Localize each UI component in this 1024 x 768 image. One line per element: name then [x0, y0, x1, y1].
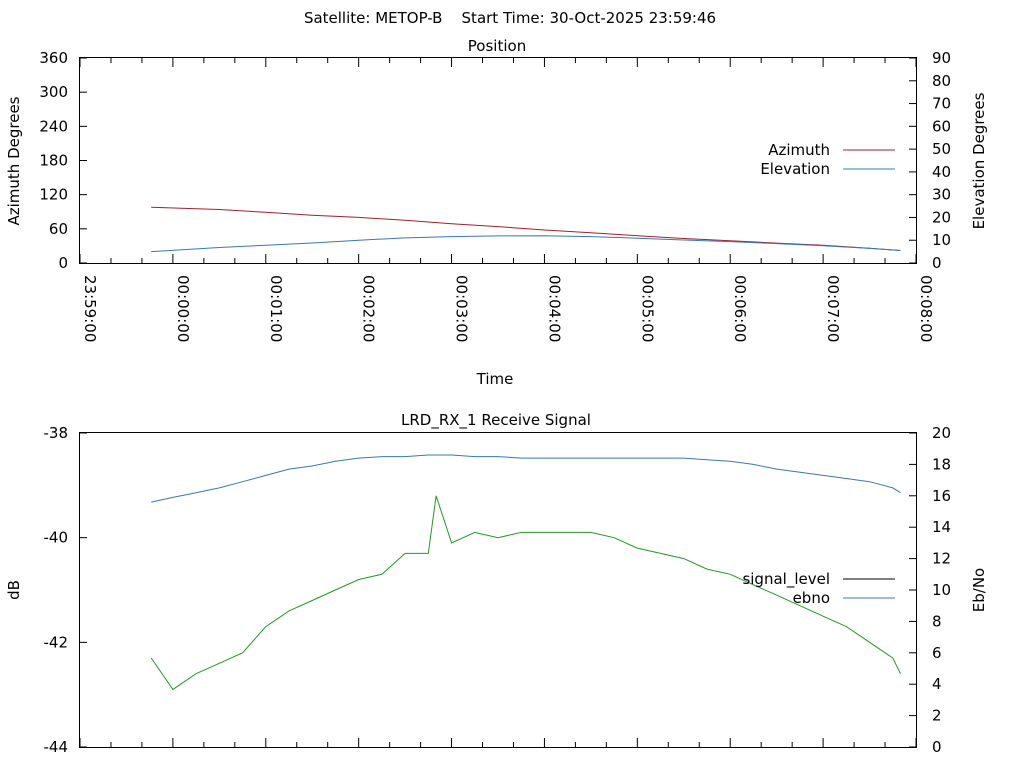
x-tick-label: 00:05:00	[638, 275, 656, 342]
signal-ebno-ticks: 0 2 4 6 8 10 12 14 16 18 20	[909, 424, 951, 756]
y2-tick-label: 80	[932, 72, 951, 90]
y-tick-label: 240	[39, 117, 68, 135]
signal-series	[150, 454, 901, 691]
y2-tick-label: 4	[932, 675, 942, 693]
y2-tick-label: 18	[932, 455, 951, 473]
position-xlabel: Time	[476, 370, 514, 388]
signal-y2label: Eb/No	[970, 568, 988, 612]
x-tick-label: 00:08:00	[917, 275, 935, 342]
page-title: Satellite: METOP-B Start Time: 30-Oct-20…	[304, 9, 716, 27]
y2-tick-label: 2	[932, 707, 942, 725]
x-tick-label: 00:02:00	[360, 275, 378, 342]
x-tick-label: 00:06:00	[731, 275, 749, 342]
y-tick-label: -38	[44, 424, 69, 442]
x-tick-label: 00:01:00	[267, 275, 285, 342]
position-y2label: Elevation Degrees	[970, 92, 988, 229]
position-series	[151, 206, 901, 253]
y2-tick-label: 8	[932, 612, 942, 630]
y2-tick-label: 16	[932, 487, 951, 505]
legend-label: signal_level	[742, 570, 830, 589]
legend-label: ebno	[793, 589, 830, 607]
y2-tick-label: 6	[932, 644, 942, 662]
y2-tick-label: 10	[932, 231, 951, 249]
position-chart-title: Position	[468, 37, 526, 55]
x-tick-label: 23:59:00	[81, 275, 99, 342]
legend-label: Azimuth	[768, 141, 830, 159]
y-tick-label: 60	[49, 220, 68, 238]
y2-tick-label: 20	[932, 424, 951, 442]
elevation-line	[151, 235, 901, 253]
y-tick-label: -44	[44, 738, 69, 756]
y2-tick-label: 12	[932, 550, 951, 568]
position-elevation-ticks: 0 10 20 30 40 50 60 70 80 90	[909, 49, 951, 272]
y2-tick-label: 40	[932, 163, 951, 181]
y2-tick-label: 14	[932, 518, 951, 536]
position-ylabel: Azimuth Degrees	[5, 96, 23, 225]
x-tick-label: 00:04:00	[545, 275, 563, 342]
signal-chart-title: LRD_RX_1 Receive Signal	[401, 411, 591, 430]
signal-level-line	[150, 495, 901, 691]
y-tick-label: -42	[44, 633, 69, 651]
y2-tick-label: 90	[932, 49, 951, 67]
y-tick-label: -40	[44, 529, 69, 547]
y2-tick-label: 70	[932, 95, 951, 113]
y2-tick-label: 60	[932, 117, 951, 135]
y-tick-label: 180	[39, 152, 68, 170]
y-tick-label: 300	[39, 83, 68, 101]
x-tick-label: 00:07:00	[824, 275, 842, 342]
legend-label: Elevation	[760, 160, 830, 178]
y-tick-label: 0	[58, 254, 68, 272]
signal-ylabel: dB	[5, 580, 23, 600]
x-tick-label: 00:03:00	[453, 275, 471, 342]
y2-tick-label: 30	[932, 186, 951, 204]
signal-plot-frame	[79, 432, 917, 748]
y-tick-label: 120	[39, 186, 68, 204]
signal-time-ticks	[79, 738, 917, 747]
signal-chart: LRD_RX_1 Receive Signal -38 -40 -42 -44 0 2 4…	[5, 411, 988, 756]
position-azimuth-ticks: 0 60 120 180 240 300 360	[39, 49, 87, 272]
position-time-ticks: 23:59:00 00:00:00 00:01:00 00:02:00 00:03:00…	[79, 58, 935, 342]
y2-tick-label: 0	[932, 254, 942, 272]
y2-tick-label: 50	[932, 140, 951, 158]
position-plot-frame	[79, 57, 917, 264]
x-tick-label: 00:00:00	[174, 275, 192, 342]
position-chart: Position 0 60 120 180 240 300 360 0 10 20 30 40 50 6…	[5, 37, 988, 388]
y2-tick-label: 10	[932, 581, 951, 599]
y2-tick-label: 0	[932, 738, 942, 756]
signal-db-ticks: -38 -40 -42 -44	[44, 424, 87, 756]
y2-tick-label: 20	[932, 208, 951, 226]
y-tick-label: 360	[39, 49, 68, 67]
ebno-line	[151, 454, 901, 503]
